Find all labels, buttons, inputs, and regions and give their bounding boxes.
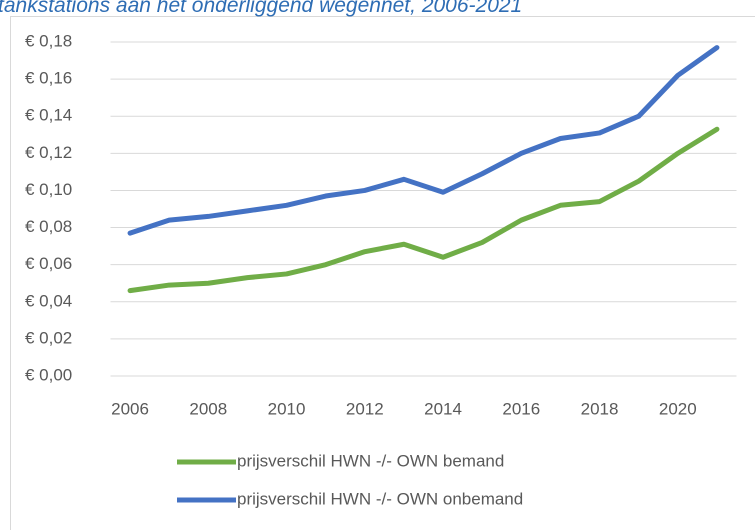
y-tick-label: € 0,16 [25, 69, 72, 88]
x-tick-label: 2016 [502, 399, 540, 418]
x-tick-label: 2020 [659, 399, 697, 418]
y-tick-label: € 0,00 [25, 365, 72, 384]
x-tick-label: 2008 [189, 399, 227, 418]
y-tick-label: € 0,18 [25, 31, 72, 50]
x-tick-label: 2018 [581, 399, 619, 418]
y-tick-label: € 0,02 [25, 328, 72, 347]
y-tick-label: € 0,04 [25, 291, 72, 310]
y-tick-label: € 0,06 [25, 254, 72, 273]
legend-label: prijsverschil HWN -/- OWN onbemand [237, 489, 523, 508]
line-series [127, 126, 720, 294]
legend-label: prijsverschil HWN -/- OWN bemand [237, 451, 504, 470]
y-tick-label: € 0,10 [25, 180, 72, 199]
chart-title: tankstations aan het onderliggend wegenn… [0, 0, 522, 17]
y-tick-label: € 0,14 [25, 106, 72, 125]
line-series [127, 45, 720, 236]
y-tick-label: € 0,08 [25, 217, 72, 236]
x-tick-label: 2014 [424, 399, 462, 418]
y-tick-label: € 0,12 [25, 143, 72, 162]
x-tick-label: 2010 [268, 399, 306, 418]
x-tick-label: 2006 [111, 399, 149, 418]
x-tick-label: 2012 [346, 399, 384, 418]
chart-frame [10, 16, 755, 530]
